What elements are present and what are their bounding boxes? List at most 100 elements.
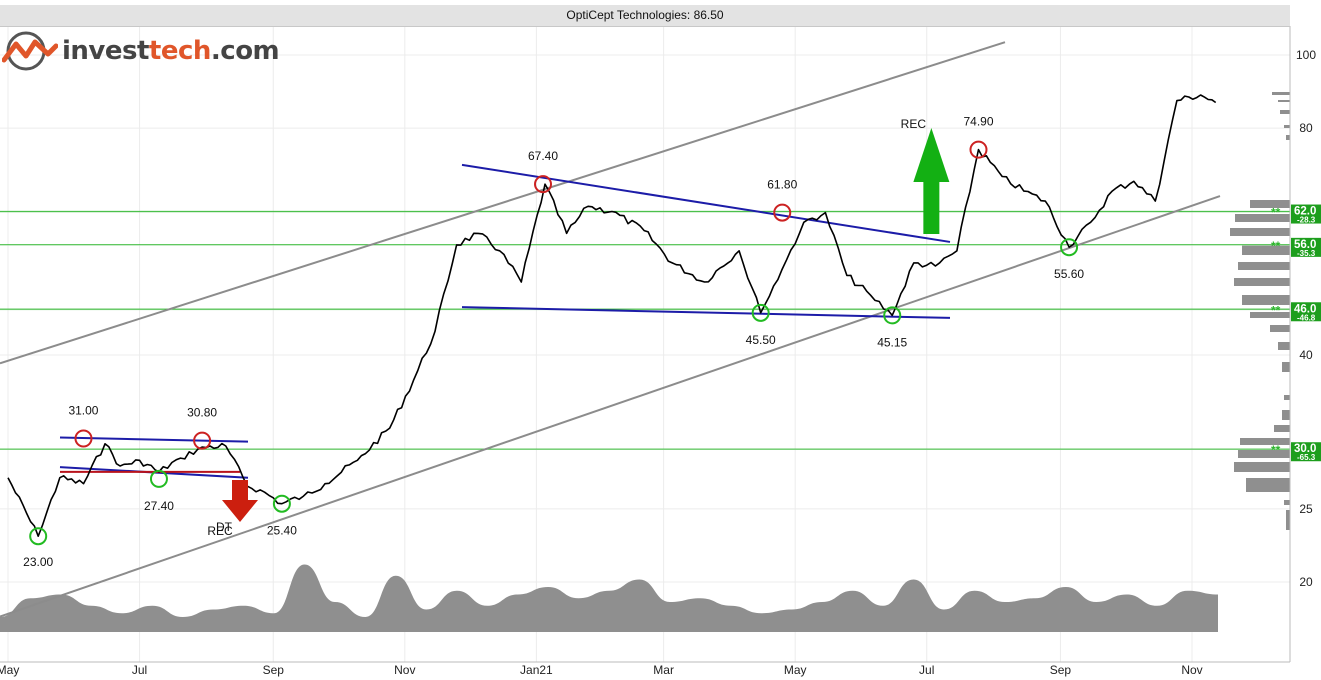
volume-profile-bar xyxy=(1284,500,1290,505)
channel-lower-line xyxy=(0,195,1221,618)
chart-title: OptiCept Technologies: 86.50 xyxy=(0,5,1290,27)
point-labels: 31.00 30.80 67.40 61.80 74.90 23.00 27.40 25.40… xyxy=(23,115,1084,570)
level-value: 30.0 xyxy=(1294,443,1316,455)
volume-profile-bar xyxy=(1282,410,1290,420)
x-tick-label: Nov xyxy=(394,663,415,677)
bottom-value-label: 45.15 xyxy=(877,335,907,349)
level-value: 56.0 xyxy=(1294,239,1316,251)
x-tick-label: Jul xyxy=(919,663,934,677)
volume-profile-bar xyxy=(1272,92,1290,95)
bottom-value-label: 23.00 xyxy=(23,555,53,569)
x-tick-label: Nov xyxy=(1181,663,1202,677)
price-line-path xyxy=(7,94,1217,537)
x-tick-label: Jul xyxy=(132,663,147,677)
x-tick-label: Sep xyxy=(263,663,285,677)
price-line xyxy=(7,94,1217,537)
bottom-marker xyxy=(149,469,168,488)
volume-profile-bar xyxy=(1234,278,1290,286)
y-tick-label: 20 xyxy=(1299,575,1313,589)
top-marker xyxy=(969,140,988,159)
top-marker xyxy=(74,429,93,448)
bottom-marker xyxy=(751,303,770,322)
signal-label: DT xyxy=(216,520,233,534)
volume-profile-bar xyxy=(1230,228,1290,236)
x-axis: May Jul Sep Nov Jan21 Mar May Jul Sep Nov xyxy=(0,661,1290,677)
top-marker xyxy=(193,431,212,450)
support-resistance-lines xyxy=(0,210,1290,451)
rectangle-top-line xyxy=(59,436,249,443)
level-marker: ** xyxy=(1271,443,1281,457)
signal-label: REC xyxy=(901,117,927,131)
volume-area-shape xyxy=(0,564,1218,632)
volume-profile-bar xyxy=(1286,135,1290,140)
y-tick-label: 80 xyxy=(1299,121,1313,135)
investtech-logo: investtech.com xyxy=(2,30,280,72)
top-value-label: 31.00 xyxy=(68,403,98,417)
bottom-value-label: 55.60 xyxy=(1054,267,1084,281)
level-value: 46.0 xyxy=(1294,303,1316,315)
top-marker xyxy=(773,203,792,222)
volume-profile-bar xyxy=(1234,462,1290,472)
volume-profile-bar xyxy=(1235,214,1290,222)
x-tick-label: Mar xyxy=(653,663,674,677)
volume-profile-bar xyxy=(1242,245,1290,255)
volume-profile-bar xyxy=(1282,362,1290,372)
bottom-marker xyxy=(883,306,902,325)
logo-text: investtech.com xyxy=(62,36,280,66)
bottom-marker xyxy=(29,527,48,546)
bottom-marker xyxy=(272,494,291,513)
volume-area xyxy=(0,564,1218,632)
volume-profile xyxy=(1230,92,1290,530)
triangle-bottom-line xyxy=(461,306,951,319)
triangle-top-line xyxy=(461,163,951,243)
top-value-label: 74.90 xyxy=(963,115,993,129)
bottom-value-label: 45.50 xyxy=(746,333,776,347)
volume-profile-bar xyxy=(1284,395,1290,400)
volume-profile-bar xyxy=(1246,478,1290,492)
level-value: 62.0 xyxy=(1294,206,1316,218)
x-tick-label: Sep xyxy=(1050,663,1072,677)
signal-label: REC xyxy=(207,524,233,538)
level-marker: ** xyxy=(1271,239,1281,253)
top-value-label: 67.40 xyxy=(528,149,558,163)
level-box xyxy=(1291,302,1321,322)
volume-profile-bar xyxy=(1238,262,1290,270)
volume-profile-bar xyxy=(1250,312,1290,318)
volume-profile-bar xyxy=(1250,200,1290,208)
level-change: -65.3 xyxy=(1297,453,1316,462)
level-labels: ** 62.0-28.3 ** 56.0-35.3 ** 46.0-46.8 ** 30.0-… xyxy=(1271,204,1321,462)
volume-profile-bar xyxy=(1278,342,1290,350)
level-marker: ** xyxy=(1271,303,1281,317)
top-value-label: 61.80 xyxy=(767,178,797,192)
volume-profile-bar xyxy=(1238,450,1290,458)
channel-upper-line xyxy=(0,41,1006,365)
volume-profile-bar xyxy=(1280,110,1290,114)
level-change: -28.3 xyxy=(1297,216,1316,225)
volume-profile-bar xyxy=(1240,438,1290,445)
y-tick-label: 100 xyxy=(1296,48,1316,62)
bottom-marker xyxy=(1060,238,1079,257)
top-marker xyxy=(534,175,553,194)
volume-profile-bar xyxy=(1242,295,1290,305)
logo-icon xyxy=(2,31,58,71)
bottom-value-label: 27.40 xyxy=(144,499,174,513)
volume-profile-bar xyxy=(1274,425,1290,432)
trend-channel xyxy=(0,41,1221,618)
buy-arrow-icon xyxy=(913,128,950,234)
grid xyxy=(0,26,1290,662)
sell-arrow-icon xyxy=(222,480,258,522)
level-box xyxy=(1291,204,1321,224)
y-tick-label: 40 xyxy=(1299,348,1313,362)
volume-profile-bar xyxy=(1284,125,1290,128)
level-change: -46.8 xyxy=(1297,313,1316,322)
x-tick-label: May xyxy=(784,663,807,677)
volume-profile-bar xyxy=(1278,100,1290,102)
top-value-label: 30.80 xyxy=(187,406,217,420)
signal-arrows xyxy=(222,128,950,522)
top-bottom-markers xyxy=(29,140,1079,546)
level-marker: ** xyxy=(1271,206,1281,220)
level-change: -35.3 xyxy=(1297,249,1316,258)
x-tick-label: May xyxy=(0,663,19,677)
x-tick-label: Jan21 xyxy=(520,663,553,677)
